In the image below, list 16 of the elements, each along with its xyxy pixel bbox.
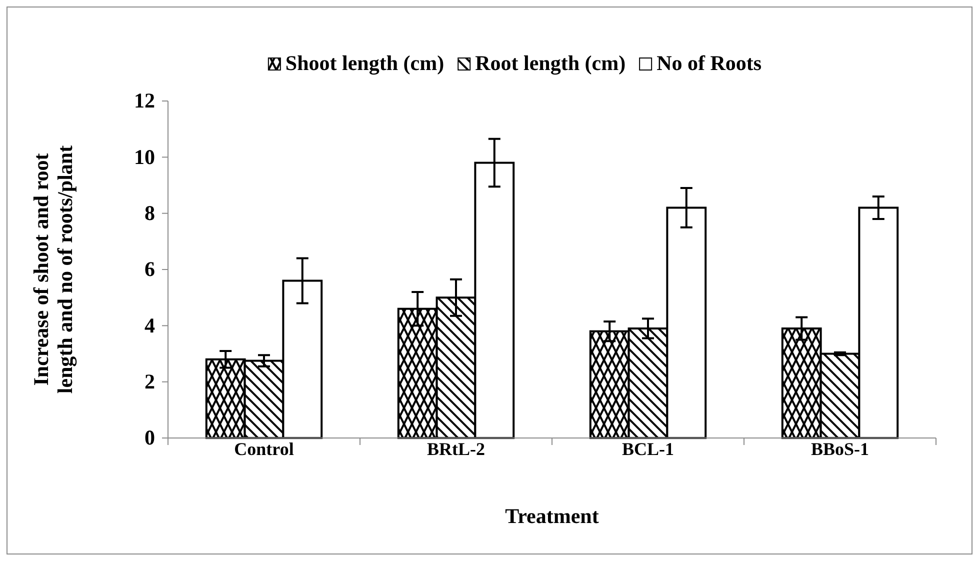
y-tick-label: 2 xyxy=(144,370,155,394)
legend-label: No of Roots xyxy=(656,51,762,75)
x-tick-label: BRtL-2 xyxy=(427,439,485,459)
x-axis-title: Treatment xyxy=(505,504,599,528)
y-tick-label: 0 xyxy=(144,426,155,450)
y-tick-label: 4 xyxy=(144,313,156,338)
y-tick-label: 6 xyxy=(144,257,155,282)
legend-label: Shoot length (cm) xyxy=(285,51,444,75)
x-tick-label: Control xyxy=(234,439,294,459)
y-tick-label: 12 xyxy=(134,88,155,113)
x-tick-label: BBoS-1 xyxy=(810,439,870,459)
y-tick-label: 8 xyxy=(144,201,155,226)
y-axis-title: Increase of shoot and root length and no of roots/plant xyxy=(29,145,77,394)
x-tick-label: BCL-1 xyxy=(622,439,674,459)
legend-label: Root length (cm) xyxy=(475,51,626,75)
y-tick-label: 10 xyxy=(134,144,155,169)
